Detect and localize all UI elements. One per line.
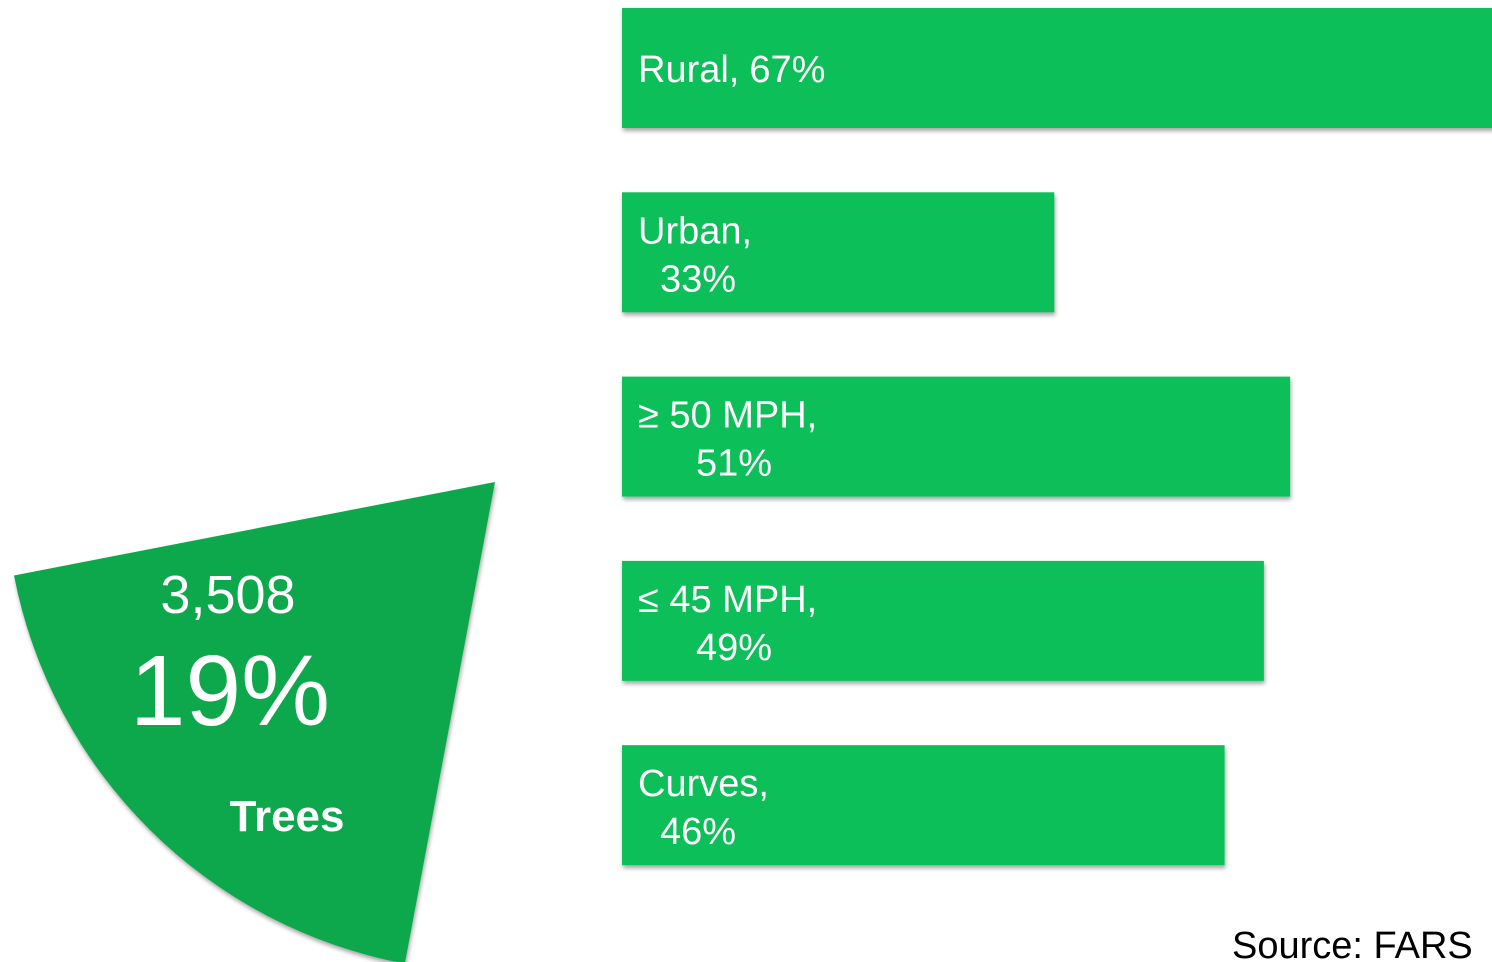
slice-label: Trees	[230, 792, 345, 841]
slice-annotation: 3,508	[160, 565, 295, 625]
bar	[622, 560, 1264, 681]
category-label: Rural,	[638, 49, 739, 91]
value-label: 33%	[660, 258, 736, 300]
bar	[622, 192, 1055, 313]
category-label: ≥ 50 MPH,	[638, 395, 817, 437]
value-label: 46%	[660, 811, 736, 853]
pie-slice	[14, 482, 495, 962]
value-label: 51%	[696, 443, 772, 485]
value-label: 49%	[696, 627, 772, 669]
value-label: 67%	[749, 49, 825, 91]
slice-value-label: 19%	[130, 635, 330, 747]
bar	[622, 745, 1225, 866]
category-label: ≤ 45 MPH,	[638, 579, 817, 621]
category-label: Curves,	[638, 763, 769, 805]
category-label: Urban,	[638, 210, 752, 252]
bar-label: Rural, 67%	[638, 49, 825, 91]
source: Source: FARS	[1232, 925, 1473, 962]
bar	[622, 8, 1492, 128]
bar	[622, 376, 1291, 497]
